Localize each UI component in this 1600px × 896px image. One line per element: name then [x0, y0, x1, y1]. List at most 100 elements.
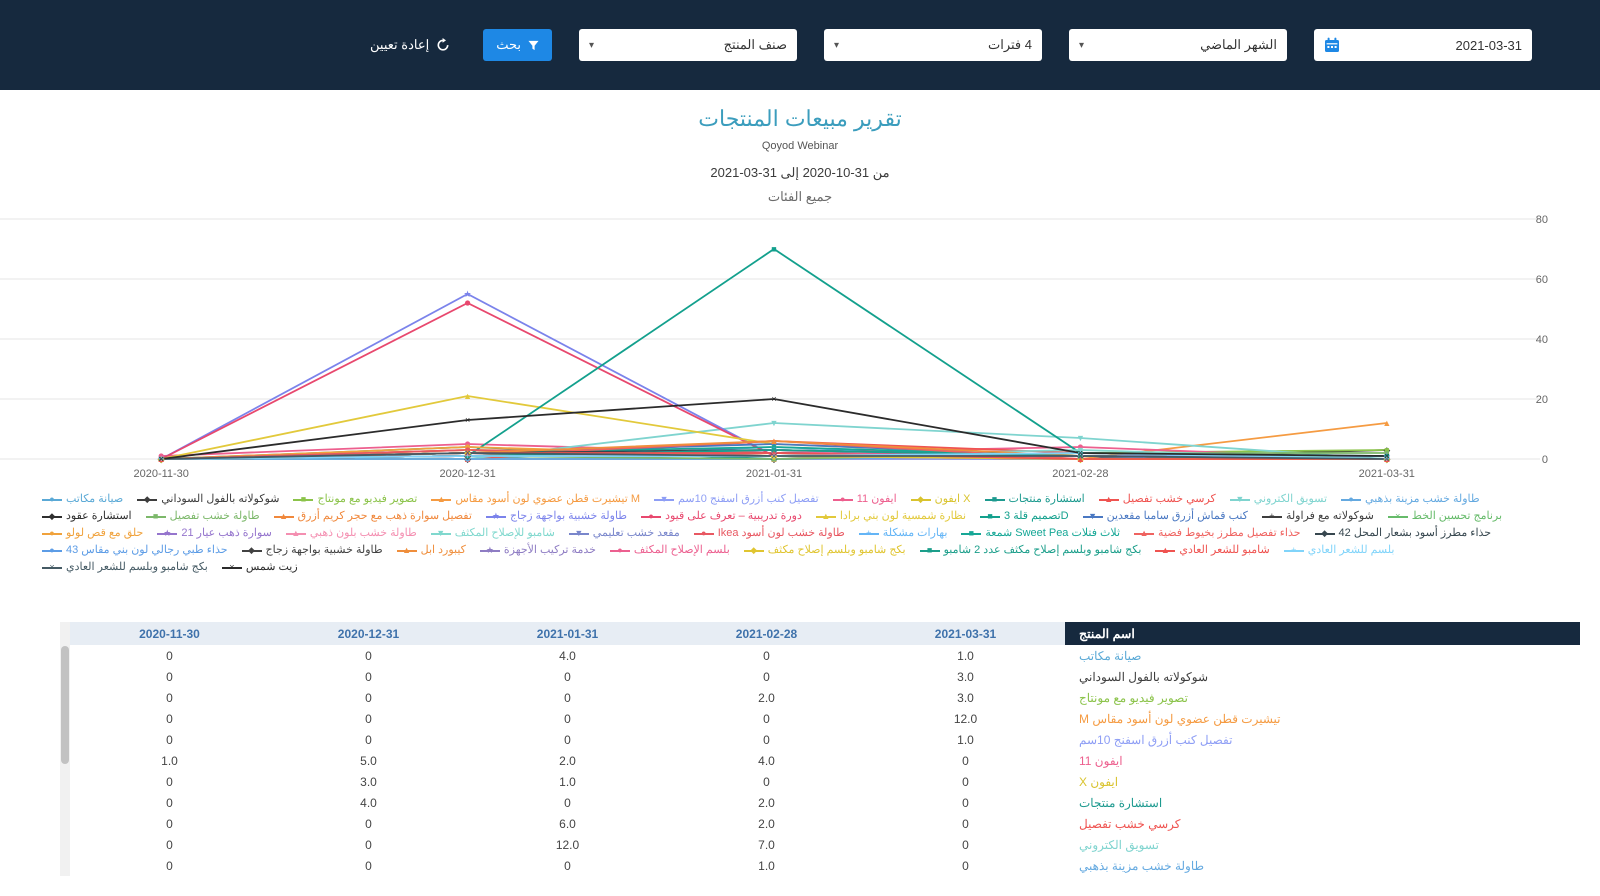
series-marker-icon: ★	[480, 544, 500, 557]
value-cell: 6.0	[468, 813, 667, 834]
series-marker-icon: ●	[833, 493, 853, 506]
legend-item[interactable]: ▼شامبو للإصلاح المكثف	[431, 526, 555, 541]
scrollbar-thumb[interactable]	[61, 646, 69, 764]
legend-item[interactable]: ■شمعة Sweet Pea ثلاث فتلات	[961, 526, 1120, 541]
date-column-header: 2020-11-30	[70, 622, 269, 645]
value-cell: 0	[269, 834, 468, 855]
value-cell: 1.0	[70, 750, 269, 771]
value-cell: 0	[70, 834, 269, 855]
y-axis-label: 80	[1536, 214, 1548, 226]
series-marker-icon: ◆	[42, 510, 62, 523]
legend-item[interactable]: ▲كرسي خشب تفصيل	[1099, 492, 1216, 507]
table-row: 000012.0تيشيرت قطن عضوي لون أسود مقاس M	[70, 708, 1580, 729]
value-cell: 3.0	[866, 666, 1065, 687]
legend-item[interactable]: ★سوارة ذهب عيار 21	[157, 526, 272, 541]
series-marker-icon: ▲	[397, 544, 417, 557]
date-picker-field[interactable]: 2021-03-31	[1314, 29, 1532, 61]
legend-item[interactable]: +بهارات مشكلة	[859, 526, 948, 541]
legend-label: بلسم الإصلاح المكثف	[634, 543, 730, 558]
series-marker-icon: ×	[222, 561, 242, 574]
series-marker-icon: ▼	[1083, 510, 1103, 523]
legend-label: دورة تدريبية – تعرف على قيود	[665, 509, 802, 524]
legend-item[interactable]: +شوكولاته مع فراولة	[1262, 509, 1374, 524]
search-button[interactable]: بحث	[483, 29, 552, 61]
legend-item[interactable]: ■تصميم قلة 3D	[980, 509, 1069, 524]
legend-label: طاولة خشبية بواجهة زجاج	[266, 543, 383, 558]
date-column-header: 2020-12-31	[269, 622, 468, 645]
legend-item[interactable]: ■تصوير فيديو مع مونتاج	[293, 492, 417, 507]
legend-item[interactable]: ▲طاولة خشب بلون ذهبي	[286, 526, 417, 541]
legend-item[interactable]: ×زيت شمس	[222, 560, 298, 575]
page-title: تقرير مبيعات المنتجات	[0, 106, 1600, 132]
table-row: 0002.03.0تصوير فيديو مع مونتاج	[70, 687, 1580, 708]
series-marker-icon: +	[859, 527, 879, 540]
table-row: 006.02.00كرسي خشب تفصيل	[70, 813, 1580, 834]
legend-item[interactable]: ▼مقعد خشب تعليمي	[569, 526, 680, 541]
legend-item[interactable]: ★خدمة تركيب الأجهزة	[480, 543, 596, 558]
legend-item[interactable]: ▼تسويق الكتروني	[1230, 492, 1327, 507]
legend-item[interactable]: ◆بكج شامبو وبلسم إصلاح مكثف	[744, 543, 906, 558]
sales-line-chart: 0204060802020-11-302020-12-312021-01-312…	[0, 213, 1600, 483]
legend-item[interactable]: ◆حذاء مطرز أسود بشعار المحل 42	[1315, 526, 1492, 541]
value-cell: 0	[269, 813, 468, 834]
value-cell: 0	[866, 834, 1065, 855]
legend-item[interactable]: ■استشارة منتجات	[985, 492, 1085, 507]
table-scrollbar[interactable]	[60, 622, 70, 876]
series-marker-icon: ▼	[569, 527, 589, 540]
period-dropdown[interactable]: الشهر الماضي ▾	[1069, 29, 1287, 61]
intervals-dropdown[interactable]: 4 فترات ▾	[824, 29, 1042, 61]
x-axis-label: 2020-11-30	[133, 468, 188, 480]
legend-item[interactable]: ● ايفون 11	[833, 492, 897, 507]
product-name-cell: تيشيرت قطن عضوي لون أسود مقاس M	[1065, 708, 1580, 729]
legend-item[interactable]: ▲تفصيل سوارة ذهب مع حجر كريم أزرق	[274, 509, 472, 524]
report-header: تقرير مبيعات المنتجات Qoyod Webinar من 3…	[0, 90, 1600, 205]
legend-item[interactable]: ▲نظارة شمسية لون بني برادا	[816, 509, 966, 524]
legend-item[interactable]: ■بكج شامبو وبلسم إصلاح مكثف عدد 2 شامبو	[920, 543, 1142, 558]
legend-item[interactable]: ●دورة تدريبية – تعرف على قيود	[641, 509, 802, 524]
product-category-dropdown[interactable]: صنف المنتج ▾	[579, 29, 797, 61]
legend-item[interactable]: ▲شامبو للشعر العادي	[1155, 543, 1269, 558]
legend-item[interactable]: ◆ايفون X	[911, 492, 971, 507]
value-cell: 5.0	[269, 750, 468, 771]
date-column-header: 2021-02-28	[667, 622, 866, 645]
sales-table-section: 2020-11-302020-12-312021-01-312021-02-28…	[60, 622, 1580, 876]
date-value: 2021-03-31	[1456, 38, 1523, 53]
legend-item[interactable]: ▲تيشيرت قطن عضوي لون أسود مقاس M	[431, 492, 640, 507]
legend-item[interactable]: ●بلسم الإصلاح المكثف	[610, 543, 730, 558]
reset-button[interactable]: إعادة تعيين	[364, 36, 456, 54]
product-name-cell: ايفون 11	[1065, 750, 1580, 771]
value-cell: 0	[468, 687, 667, 708]
legend-item[interactable]: ●طاولة خشب مزينة بذهبي	[1341, 492, 1480, 507]
legend-item[interactable]: ×برنامج تحسين الخط	[1388, 509, 1502, 524]
series-marker-icon: ■	[985, 493, 1005, 506]
legend-item[interactable]: ▼كنب قماش أزرق سامبا مقعدين	[1083, 509, 1248, 524]
legend-item[interactable]: +بلسم للشعر العادي	[1284, 543, 1395, 558]
legend-item[interactable]: ▲حذاء تفصيل مطرز بخيوط فضية	[1134, 526, 1301, 541]
series-marker-icon: ●	[42, 493, 62, 506]
legend-item[interactable]: ★طاولة خشبية بواجهة زجاج	[486, 509, 627, 524]
value-cell: 0	[667, 729, 866, 750]
legend-item[interactable]: ◆طاولة خشبية بواجهة زجاج	[242, 543, 383, 558]
calendar-icon[interactable]	[1324, 37, 1340, 53]
legend-label: نظارة شمسية لون بني برادا	[840, 509, 966, 524]
legend-label: حذاء طبي رجالي لون بني مقاس 43	[66, 543, 228, 558]
legend-item[interactable]: ▼تفصيل كنب أزرق اسفنج 10سم	[654, 492, 819, 507]
series-marker-icon: ●	[42, 544, 62, 557]
legend-item[interactable]: ◆شوكولاته بالفول السوداني	[137, 492, 279, 507]
legend-item[interactable]: ◆استشارة عقود	[42, 509, 132, 524]
legend-label: شوكولاته بالفول السوداني	[161, 492, 279, 507]
legend-item[interactable]: ×بكج شامبو وبلسم للشعر العادي	[42, 560, 208, 575]
series-marker-icon: ★	[486, 510, 506, 523]
value-cell: 0	[269, 708, 468, 729]
legend-item[interactable]: ●صيانة مكاتب	[42, 492, 123, 507]
legend-item[interactable]: ■طاولة خشب تفصيل	[146, 509, 260, 524]
chart-section: 0204060802020-11-302020-12-312021-01-312…	[0, 213, 1600, 576]
legend-item[interactable]: ●حلق مع قص لولو	[42, 526, 143, 541]
legend-item[interactable]: ▲كيبورد ابل	[397, 543, 466, 558]
legend-item[interactable]: ●Ikea طاولة خشب لون أسود	[694, 526, 845, 541]
legend-label: تصميم قلة 3D	[1004, 509, 1069, 524]
series-marker-icon: ×	[42, 561, 62, 574]
value-cell: 0	[667, 645, 866, 666]
legend-label: ايفون 11	[857, 492, 897, 507]
legend-item[interactable]: ● حذاء طبي رجالي لون بني مقاس 43	[42, 543, 228, 558]
